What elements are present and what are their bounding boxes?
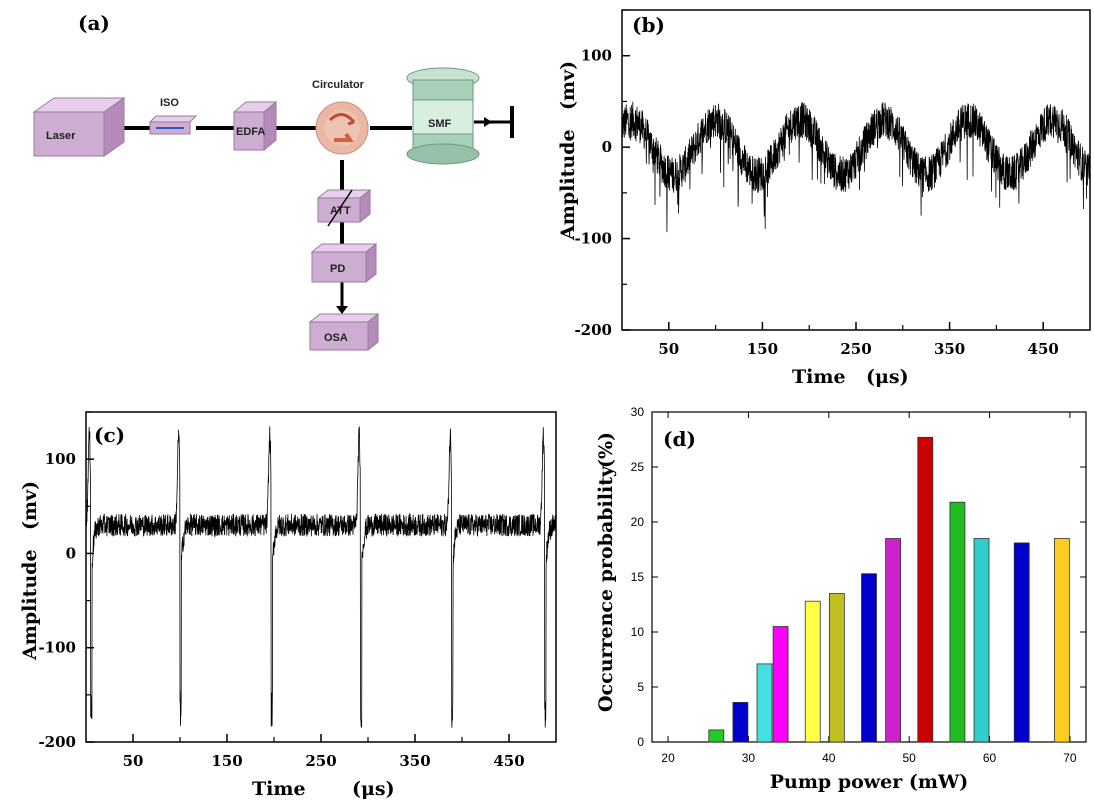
x-tick-label: 60 (983, 751, 997, 765)
x-tick-label: 40 (822, 751, 836, 765)
y-tick-label: 0 (637, 735, 644, 749)
panel-a-diagram: (a) Laser ISO (32, 11, 514, 352)
bar (861, 573, 877, 743)
y-axis-unit: (mv) (557, 61, 579, 110)
y-tick-label: 15 (631, 570, 645, 584)
y-axis-unit: (mv) (19, 481, 41, 530)
y-axis-label: Amplitude (557, 129, 579, 241)
panel-d-chart: 0 5 10 15 20 25 30 20 30 40 50 60 70 (d) Pump power (m… (595, 405, 1087, 793)
x-tick-label: 250 (840, 340, 871, 358)
y-tick-label: -100 (574, 230, 612, 248)
bar (917, 436, 934, 743)
x-tick-label: 150 (747, 340, 778, 358)
panel-c-chart: 100 0 -100 -200 50 150 250 350 450 (c) Time (μs) Amp… (19, 411, 557, 800)
x-tick-label: 350 (934, 340, 965, 358)
x-tick-label: 450 (493, 752, 524, 770)
bar (885, 538, 902, 743)
x-tick-label: 150 (211, 752, 242, 770)
att-box: ATT (316, 188, 372, 227)
x-tick-label: 70 (1063, 751, 1077, 765)
laser-label: Laser (46, 130, 76, 142)
x-axis-label: Pump power (mW) (770, 771, 969, 793)
y-tick-label: 100 (45, 450, 76, 468)
y-tick-label: 10 (631, 625, 645, 639)
y-tick-label: 0 (66, 544, 76, 562)
y-tick-label: -200 (38, 733, 76, 751)
panel-label: (d) (663, 427, 696, 451)
bar (1013, 542, 1030, 743)
y-tick-label: 20 (631, 515, 645, 529)
y-tick-label: 25 (631, 460, 645, 474)
x-tick-label: 350 (399, 752, 430, 770)
x-tick-label: 30 (742, 751, 756, 765)
y-tick-label: 30 (631, 405, 645, 419)
y-tick-label: 5 (637, 680, 644, 694)
x-tick-label: 450 (1028, 340, 1059, 358)
x-axis-unit: (μs) (866, 366, 909, 388)
y-tick-label: 0 (602, 138, 612, 156)
att-slash-icon (327, 189, 353, 227)
isolator-box (148, 115, 198, 135)
circulator-label: Circulator (312, 79, 365, 91)
y-tick-label: -100 (38, 639, 76, 657)
x-axis-label: Time (792, 366, 846, 388)
arrow-pd-osa-icon (336, 306, 348, 314)
x-tick-label: 250 (305, 752, 336, 770)
signal-trace (86, 426, 556, 728)
arrow-smf-output-icon (484, 117, 492, 127)
y-axis-label: Amplitude (19, 549, 41, 661)
edfa-label: EDFA (236, 126, 265, 138)
iso-label: ISO (160, 97, 179, 109)
pd-box: PD (310, 242, 378, 284)
smf-label: SMF (428, 118, 452, 130)
bar (708, 729, 725, 743)
pd-label: PD (330, 263, 345, 275)
circulator-icon (315, 101, 369, 155)
bar (949, 501, 966, 743)
bar (756, 663, 773, 743)
bar (828, 593, 845, 743)
panel-label: (b) (632, 13, 665, 37)
bar (772, 626, 789, 743)
x-axis-unit: (μs) (352, 778, 395, 800)
panel-label: (c) (94, 423, 125, 447)
x-tick-label: 50 (903, 751, 917, 765)
y-axis-unit: (%) (595, 432, 617, 468)
edfa-box: EDFA (232, 100, 278, 152)
osa-label: OSA (324, 332, 348, 344)
signal-trace (622, 101, 1090, 233)
smf-spool-icon: SMF (406, 67, 480, 165)
bar (973, 538, 990, 743)
y-tick-label: 100 (581, 47, 612, 65)
x-axis-label: Time (252, 778, 306, 800)
panel-a-label: (a) (78, 11, 110, 35)
bar (804, 600, 821, 743)
bar (732, 702, 749, 743)
y-tick-label: -200 (574, 321, 612, 339)
x-tick-label: 50 (123, 752, 144, 770)
bar (1053, 538, 1070, 743)
x-tick-label: 20 (661, 751, 675, 765)
panel-b-chart: 100 0 -100 -200 50 150 250 350 450 (b) Time (μs) Amp… (557, 9, 1091, 388)
laser-box: Laser (32, 97, 126, 157)
x-tick-label: 50 (658, 340, 679, 358)
y-axis-label: Occurrence probability (595, 465, 617, 712)
plot-frame (85, 411, 557, 743)
osa-box: OSA (308, 312, 380, 352)
